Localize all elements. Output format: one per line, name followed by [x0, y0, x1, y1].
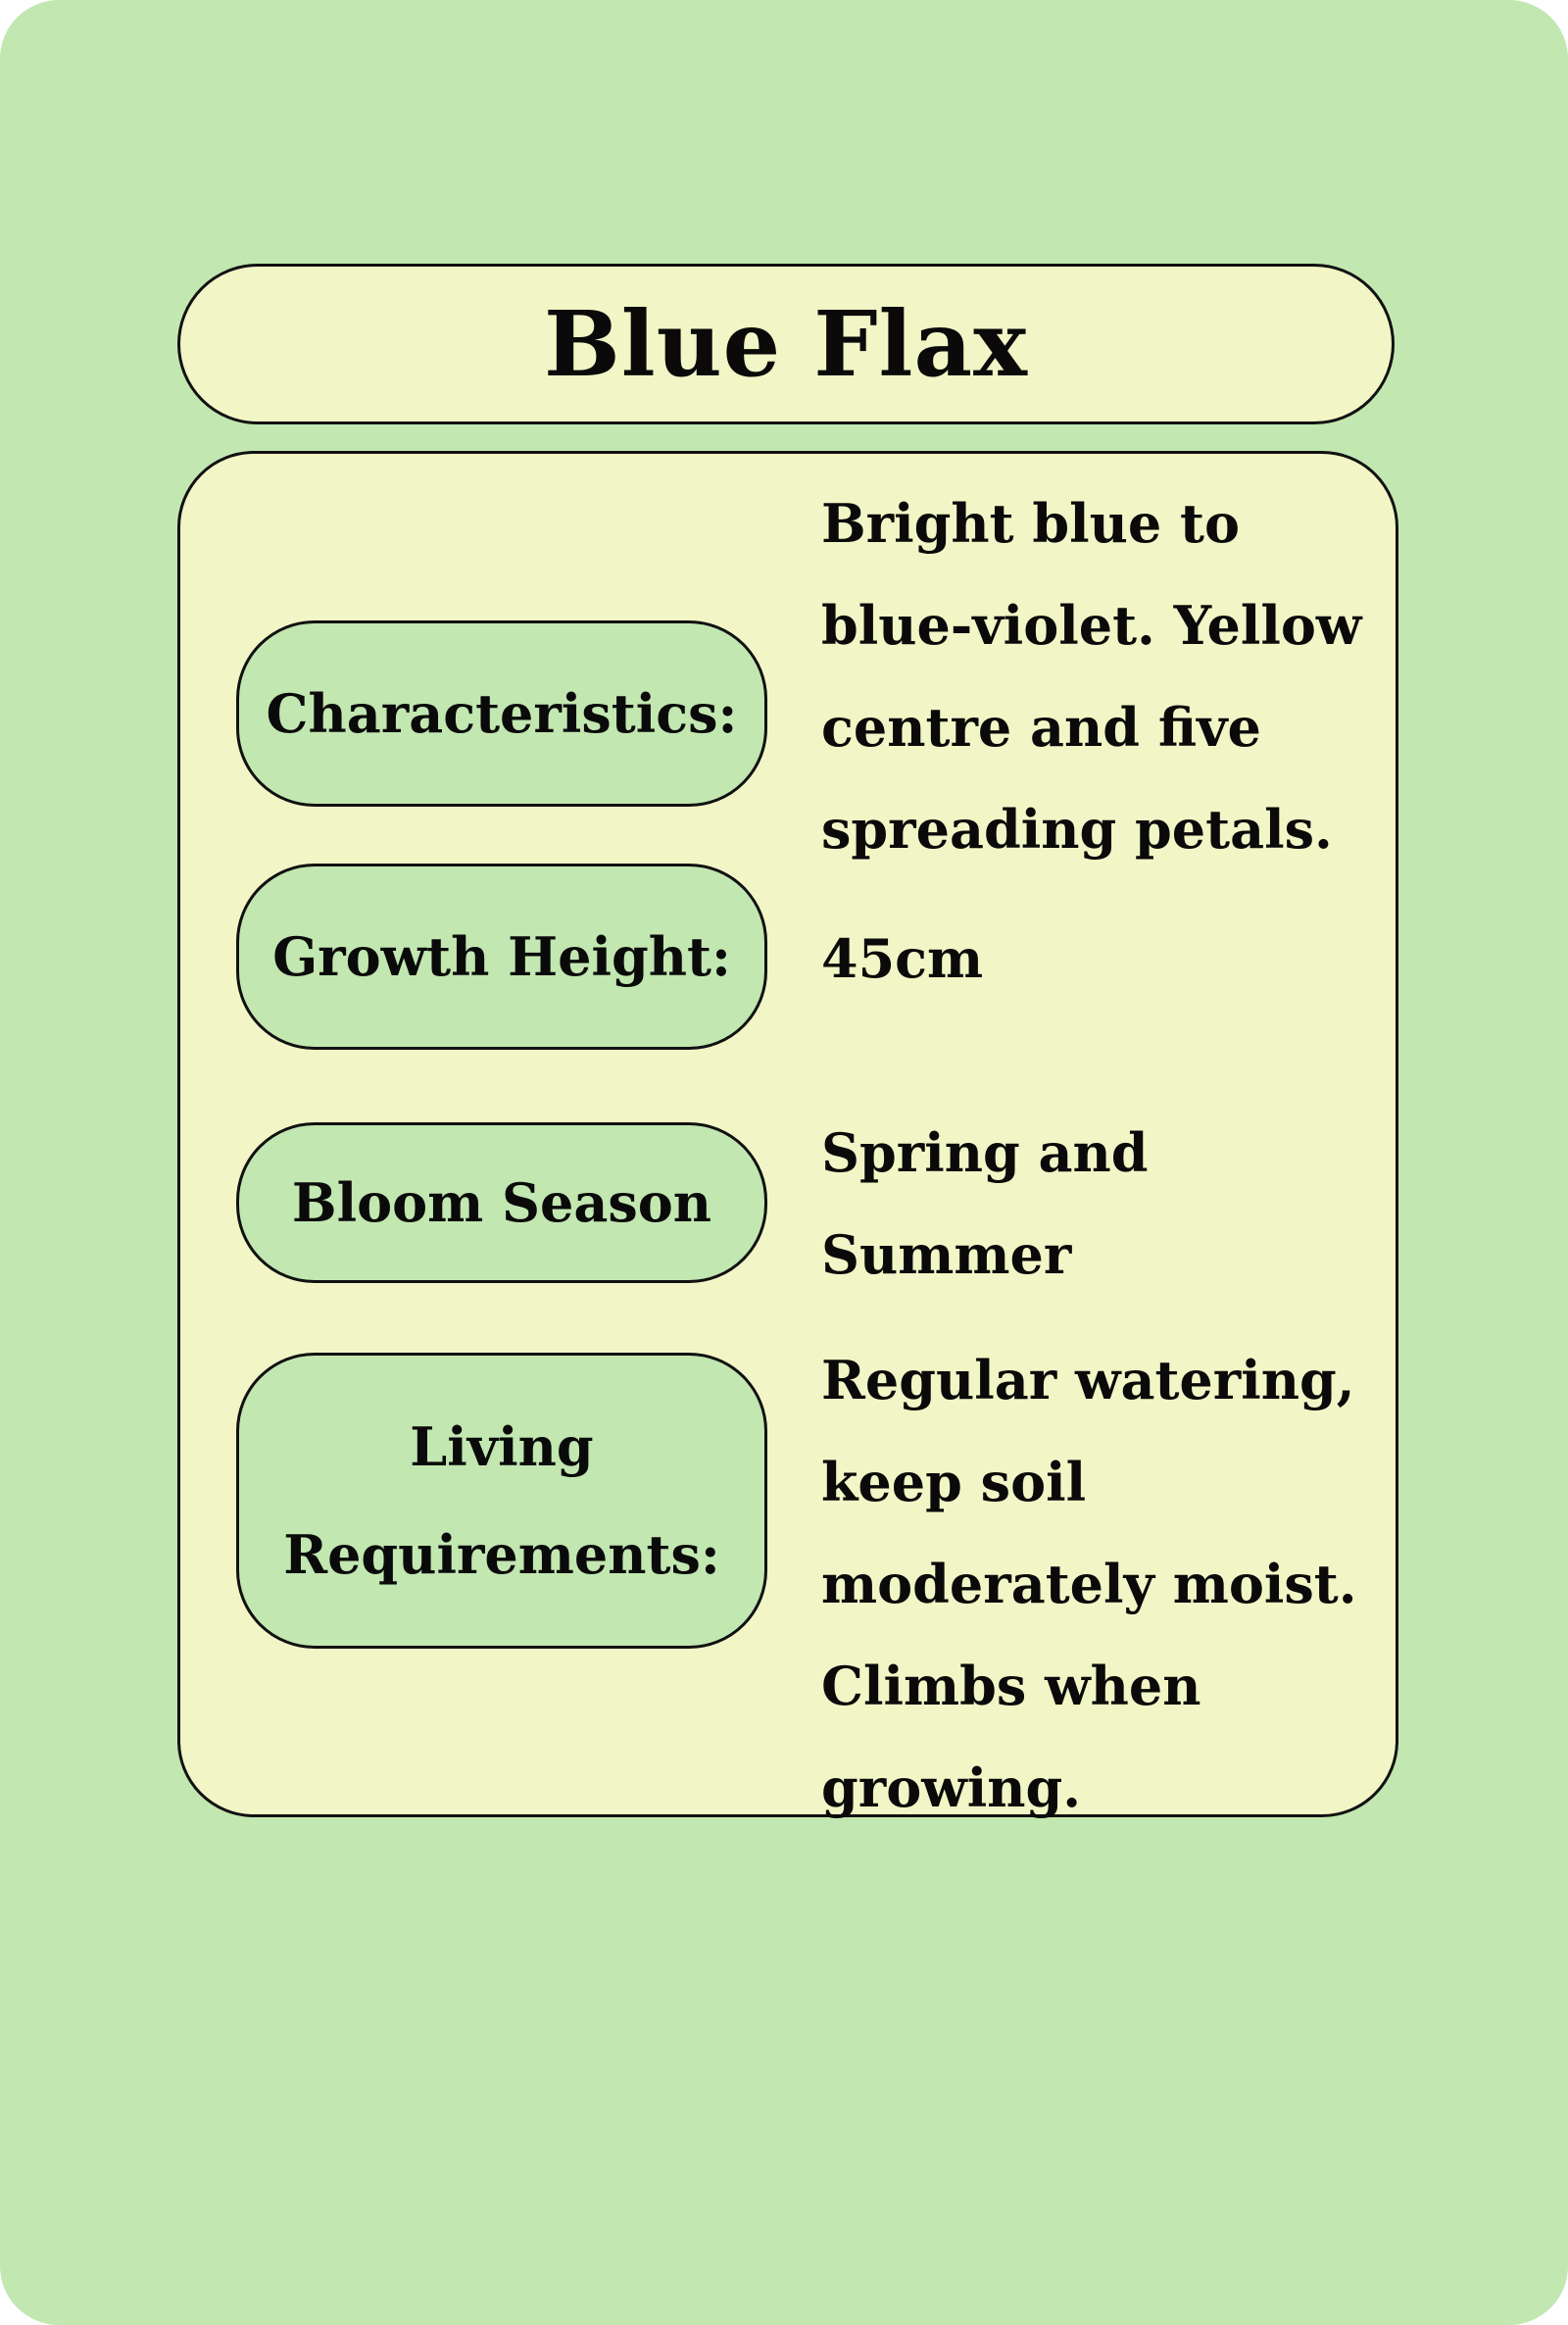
living-requirements-label-text: Living Requirements: — [283, 1415, 720, 1586]
bloom-season-label: Bloom Season — [236, 1122, 767, 1283]
living-requirements-label: Living Requirements: — [236, 1353, 767, 1649]
plant-title: Blue Flax — [544, 291, 1028, 397]
characteristics-value: Bright blue to blue-violet. Yellow centr… — [821, 492, 1362, 861]
bloom-season-value: Spring and Summer — [821, 1121, 1149, 1286]
living-requirements-value: Regular watering, keep soil moderately m… — [821, 1349, 1357, 1819]
characteristics-label: Characteristics: — [236, 620, 767, 807]
growth-height-label-text: Growth Height: — [272, 925, 731, 988]
characteristics-label-text: Characteristics: — [266, 682, 738, 745]
bloom-season-label-text: Bloom Season — [291, 1171, 712, 1234]
growth-height-value: 45cm — [821, 927, 984, 990]
title-banner: Blue Flax — [177, 264, 1395, 424]
growth-height-label: Growth Height: — [236, 864, 767, 1050]
